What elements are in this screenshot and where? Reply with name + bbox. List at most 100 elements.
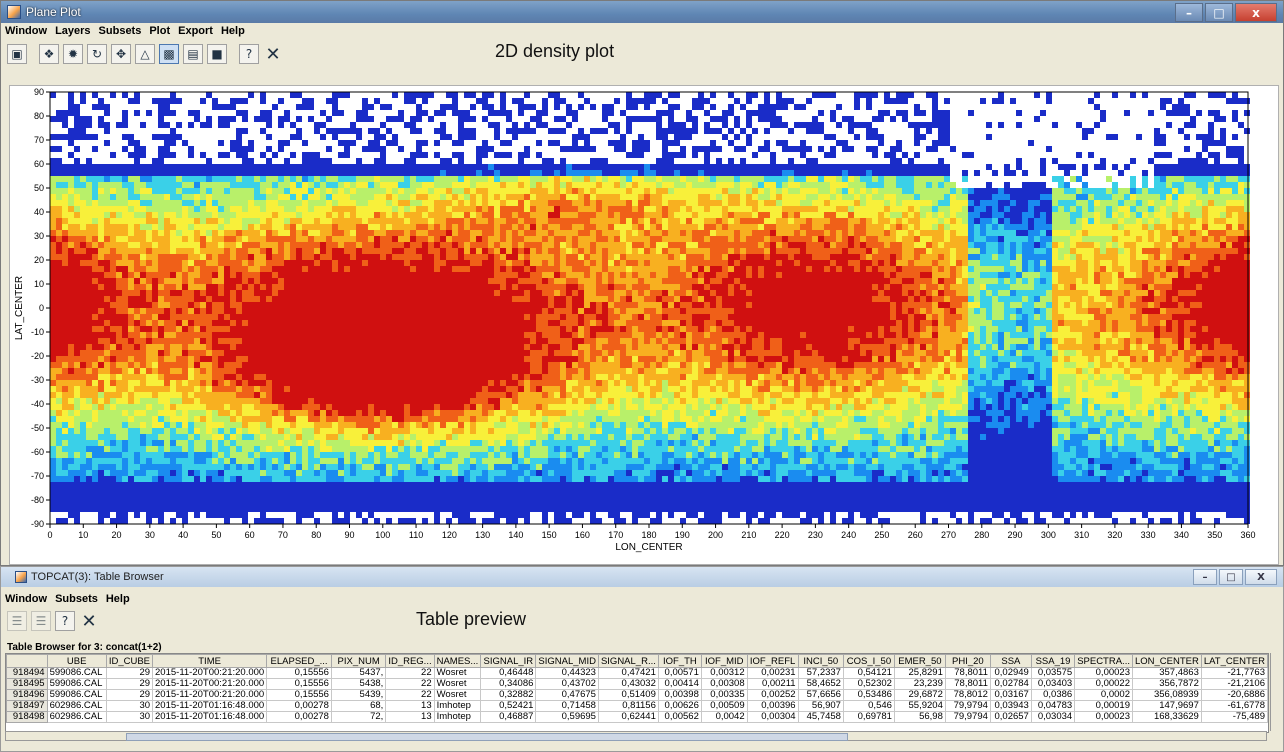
column-header[interactable]: SIGNAL_MID xyxy=(535,654,599,668)
table-cell[interactable]: 0,81156 xyxy=(597,700,659,712)
table-cell[interactable]: 0,00562 xyxy=(657,711,702,723)
table-cell[interactable]: 0,62441 xyxy=(597,711,659,723)
table-cell[interactable]: 0,52302 xyxy=(842,678,895,690)
table-cell[interactable]: 78,8011 xyxy=(944,678,991,690)
table-cell[interactable]: 22 xyxy=(385,689,435,701)
table-row[interactable]: 918494 599086.CAL 29 2015-11-20T00:21:20.00… xyxy=(6,667,1268,679)
column-header[interactable]: ELAPSED_... xyxy=(266,654,332,668)
table-cell[interactable]: 357,4863 xyxy=(1131,667,1202,679)
column-header[interactable]: UBE xyxy=(46,654,107,668)
legend-icon[interactable]: ▤ xyxy=(183,44,203,64)
table-cell[interactable]: 168,33629 xyxy=(1131,711,1202,723)
table-cell[interactable]: 602986.CAL xyxy=(46,700,107,712)
table-cell[interactable]: 0,44323 xyxy=(535,667,599,679)
column-header[interactable]: LAT_CENTER xyxy=(1200,654,1268,668)
table-cell[interactable]: 29 xyxy=(105,667,154,679)
table-cell[interactable]: 0,51409 xyxy=(597,689,659,701)
table-cell[interactable]: 0,34086 xyxy=(480,678,537,690)
column-header[interactable]: SIGNAL_R... xyxy=(597,654,659,668)
table-cell[interactable]: 0,15556 xyxy=(266,667,332,679)
table-cell[interactable]: -75,489 xyxy=(1200,711,1268,723)
rescale-icon[interactable]: ↻ xyxy=(87,44,107,64)
table-cell[interactable]: 0,69781 xyxy=(842,711,895,723)
table-cell[interactable]: 2015-11-20T00:21:20.000 xyxy=(152,689,268,701)
table-cell[interactable]: 0,00308 xyxy=(700,678,748,690)
table-cell[interactable]: 29,6872 xyxy=(893,689,946,701)
table-cell[interactable]: 0,546 xyxy=(842,700,895,712)
table-cell[interactable]: 0,52421 xyxy=(480,700,537,712)
table-cell[interactable]: 0,00211 xyxy=(746,678,799,690)
table-cell[interactable]: 30 xyxy=(105,711,154,723)
column-header[interactable]: IOF_TH xyxy=(657,654,702,668)
table-cell[interactable]: 147,9697 xyxy=(1131,700,1202,712)
table-cell[interactable]: 0,53486 xyxy=(842,689,895,701)
table-cell[interactable]: 0,03403 xyxy=(1030,678,1076,690)
row-index[interactable]: 918498 xyxy=(6,711,48,723)
table-cell[interactable]: 56,907 xyxy=(797,700,844,712)
columns-icon[interactable]: ☰ xyxy=(7,611,27,631)
density-icon[interactable]: ▩ xyxy=(159,44,179,64)
minimize-icon[interactable]: – xyxy=(1175,3,1203,22)
menu-export[interactable]: Export xyxy=(178,25,213,37)
table-cell[interactable]: 0,00571 xyxy=(657,667,702,679)
close-icon[interactable]: ✕ xyxy=(81,610,97,632)
column-header[interactable]: SIGNAL_IR xyxy=(480,654,537,668)
table-cell[interactable]: 0,02657 xyxy=(989,711,1032,723)
grid-icon[interactable]: △ xyxy=(135,44,155,64)
column-header[interactable]: NAMES... xyxy=(433,654,482,668)
table-cell[interactable]: -21,7763 xyxy=(1200,667,1268,679)
table-cell[interactable]: 58,4652 xyxy=(797,678,844,690)
table-cell[interactable]: 5439, xyxy=(330,689,387,701)
table-cell[interactable]: 0,02949 xyxy=(989,667,1032,679)
table-cell[interactable]: 602986.CAL xyxy=(46,711,107,723)
table-cell[interactable]: 0,04783 xyxy=(1030,700,1076,712)
table-cell[interactable]: 0,03034 xyxy=(1030,711,1076,723)
clear-icon[interactable]: ✹ xyxy=(63,44,83,64)
table-cell[interactable]: 29 xyxy=(105,689,154,701)
table-cell[interactable]: 0,43032 xyxy=(597,678,659,690)
table-cell[interactable]: 0,59695 xyxy=(535,711,599,723)
column-header[interactable]: COS_I_50 xyxy=(842,654,895,668)
table-vertical-scrollbar[interactable] xyxy=(1270,653,1283,731)
column-header[interactable]: SSA xyxy=(989,654,1032,668)
table-cell[interactable]: 68, xyxy=(330,700,387,712)
table-cell[interactable]: 0,15556 xyxy=(266,678,332,690)
table-cell[interactable]: 0,0002 xyxy=(1074,689,1133,701)
table-cell[interactable]: Wosret xyxy=(433,667,482,679)
row-index[interactable]: 918496 xyxy=(6,689,48,701)
table-cell[interactable]: 0,00304 xyxy=(746,711,799,723)
table-cell[interactable]: 0,02784 xyxy=(989,678,1032,690)
table-cell[interactable]: Wosret xyxy=(433,689,482,701)
table-cell[interactable]: Imhotep xyxy=(433,700,482,712)
table-cell[interactable]: 78,8012 xyxy=(944,689,991,701)
column-header[interactable]: ID_CUBE xyxy=(105,654,154,668)
table-cell[interactable]: 56,98 xyxy=(893,711,946,723)
table-cell[interactable]: 0,00022 xyxy=(1074,678,1133,690)
table-cell[interactable]: 57,6656 xyxy=(797,689,844,701)
table-cell[interactable]: Wosret xyxy=(433,678,482,690)
table-cell[interactable]: 13 xyxy=(385,711,435,723)
help-icon[interactable]: ? xyxy=(239,44,259,64)
close-window-icon[interactable]: X xyxy=(1245,569,1277,585)
table-cell[interactable]: 0,71458 xyxy=(535,700,599,712)
table-cell[interactable]: 0,00023 xyxy=(1074,667,1133,679)
table-cell[interactable]: 0,03943 xyxy=(989,700,1032,712)
table-cell[interactable]: 23,239 xyxy=(893,678,946,690)
table-cell[interactable]: 0,03575 xyxy=(1030,667,1076,679)
table-cell[interactable]: 13 xyxy=(385,700,435,712)
navigate-icon[interactable]: ✥ xyxy=(111,44,131,64)
data-table[interactable]: UBE ID_CUBE TIME ELAPSED_... PIX_NUM ID_REG..… xyxy=(5,653,1269,733)
table-cell[interactable]: 22 xyxy=(385,667,435,679)
table-cell[interactable]: 2015-11-20T01:16:48.000 xyxy=(152,711,268,723)
table-cell[interactable]: -61,6778 xyxy=(1200,700,1268,712)
table-cell[interactable]: 29 xyxy=(105,678,154,690)
table-cell[interactable]: 30 xyxy=(105,700,154,712)
menu-help[interactable]: Help xyxy=(105,593,130,605)
menu-layers[interactable]: Layers xyxy=(55,25,91,37)
table-cell[interactable]: 0,00335 xyxy=(700,689,748,701)
density-plot-panel[interactable]: 0 10 20 30 40 50 60 70 80 90 100 110 120 130 140 150 160… xyxy=(9,85,1279,565)
table-row[interactable]: 918496 599086.CAL 29 2015-11-20T00:21:20.00… xyxy=(6,689,1268,701)
table-cell[interactable]: 5437, xyxy=(330,667,387,679)
close-window-icon[interactable]: x xyxy=(1235,3,1277,22)
column-header[interactable]: SPECTRA... xyxy=(1074,654,1133,668)
